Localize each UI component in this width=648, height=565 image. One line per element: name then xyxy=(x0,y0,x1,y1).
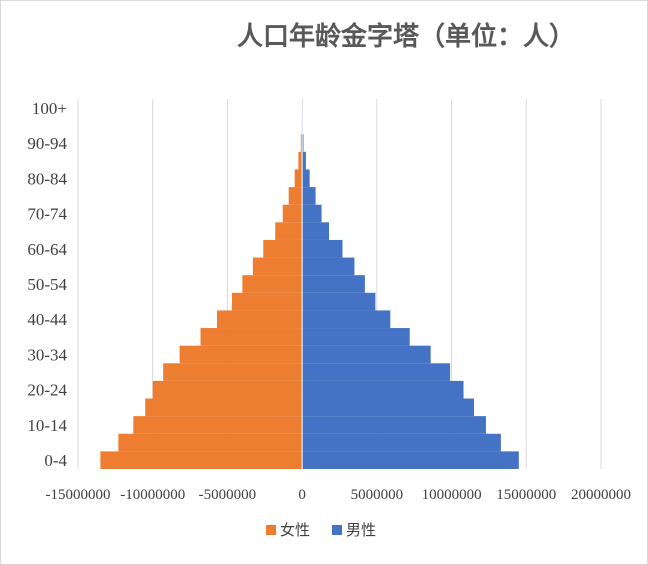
bar-series-0-50-54 xyxy=(242,275,303,293)
bar-series-0-10-14 xyxy=(133,416,303,434)
y-tick-label: 0-4 xyxy=(44,451,67,470)
y-tick-label: 70-74 xyxy=(27,205,67,224)
bar-series-0-0-4 xyxy=(100,451,303,469)
bar-series-0-20-24 xyxy=(152,380,303,399)
bar-series-0-70-74 xyxy=(282,204,303,223)
bar-series-1-80-84 xyxy=(302,169,310,188)
bar-series-0-80-84 xyxy=(294,169,303,188)
bar-series-0-55-59 xyxy=(252,257,303,276)
bar-series-0-25-29 xyxy=(163,363,303,381)
x-tick-label: 5000000 xyxy=(351,487,404,503)
y-tick-label: 20-24 xyxy=(27,381,67,400)
legend-swatch-1 xyxy=(332,525,342,535)
bar-series-1-10-14 xyxy=(302,416,486,434)
legend-label-1: 男性 xyxy=(346,521,376,539)
bar-series-1-90-94 xyxy=(302,134,304,152)
y-tick-label: 100+ xyxy=(32,99,67,118)
bar-series-1-40-44 xyxy=(302,310,391,329)
y-tick-label: 80-84 xyxy=(27,169,67,188)
legend: 女性 男性 xyxy=(266,521,376,539)
x-tick-label: 20000000 xyxy=(571,487,631,503)
bar-series-1-25-29 xyxy=(302,363,451,381)
bar-series-1-60-64 xyxy=(302,239,343,258)
bar-series-0-5-9 xyxy=(118,433,303,452)
bar-series-1-70-74 xyxy=(302,204,322,223)
x-axis: -15000000 -10000000 -5000000 0 5000000 100000… xyxy=(46,487,632,503)
x-tick-label: -5000000 xyxy=(199,487,257,503)
bar-series-1-45-49 xyxy=(302,292,376,311)
bar-series-0-15-19 xyxy=(145,398,303,417)
bar-series-1-20-24 xyxy=(302,380,464,399)
y-tick-label: 90-94 xyxy=(27,134,67,153)
bar-series-0-45-49 xyxy=(231,292,303,311)
y-tick-label: 10-14 xyxy=(27,416,67,435)
chart-title: 人口年龄金字塔（单位：人） xyxy=(237,21,575,52)
bar-series-1-50-54 xyxy=(302,275,365,293)
bar-series-1-55-59 xyxy=(302,257,355,276)
y-tick-label: 40-44 xyxy=(27,310,67,329)
y-tick-label: 60-64 xyxy=(27,240,67,259)
bar-series-0-40-44 xyxy=(216,310,303,329)
legend-label-0: 女性 xyxy=(280,521,310,539)
bar-series-1-0-4 xyxy=(302,451,519,469)
bar-series-0-85-89 xyxy=(298,151,303,170)
bar-series-1-65-69 xyxy=(302,222,330,240)
x-tick-label: 0 xyxy=(298,487,306,503)
bar-series-1-15-19 xyxy=(302,398,474,417)
bar-series-0-75-79 xyxy=(288,187,303,205)
bar-series-1-75-79 xyxy=(302,187,316,205)
y-tick-label: 50-54 xyxy=(27,275,67,294)
bar-series-0-60-64 xyxy=(263,239,303,258)
y-tick-label: 30-34 xyxy=(27,345,67,364)
x-tick-label: 10000000 xyxy=(422,487,482,503)
bar-series-0-35-39 xyxy=(200,328,303,346)
bar-series-0-90-94 xyxy=(300,134,303,152)
bars xyxy=(100,99,519,469)
bar-series-0-65-69 xyxy=(275,222,303,240)
x-tick-label: -10000000 xyxy=(120,487,185,503)
x-tick-label: -15000000 xyxy=(46,487,111,503)
x-tick-label: 15000000 xyxy=(496,487,556,503)
bar-series-1-5-9 xyxy=(302,433,501,452)
bar-series-1-30-34 xyxy=(302,345,431,364)
y-axis: 0-4 10-14 20-24 30-34 40-44 50-54 60-64 70-74 80… xyxy=(27,99,67,470)
bar-series-0-30-34 xyxy=(179,345,303,364)
bar-series-1-85-89 xyxy=(302,151,306,170)
bar-series-1-35-39 xyxy=(302,328,410,346)
legend-swatch-0 xyxy=(266,525,276,535)
